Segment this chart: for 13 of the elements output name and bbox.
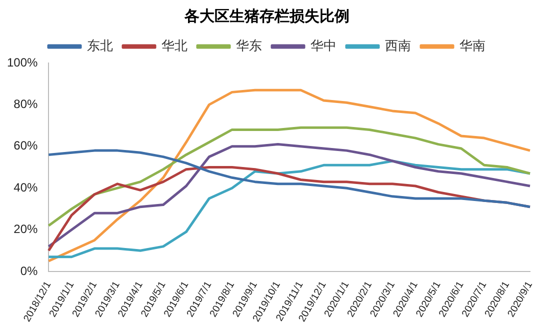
legend-label: 华中	[310, 38, 336, 54]
legend-label: 西南	[385, 38, 411, 54]
y-tick-label: 60%	[14, 138, 38, 153]
legend-label: 东北	[87, 38, 113, 54]
y-tick-label: 100%	[6, 55, 38, 70]
y-tick-label: 40%	[14, 180, 38, 194]
y-tick-label: 20%	[14, 222, 38, 236]
legend-label: 华北	[162, 38, 188, 54]
y-tick-label: 0%	[20, 264, 38, 278]
chart-title: 各大区生猪存栏损失比例	[184, 6, 350, 25]
legend-label: 华东	[236, 38, 262, 54]
y-tick-label: 80%	[14, 97, 38, 112]
legend-label: 华南	[460, 38, 486, 54]
